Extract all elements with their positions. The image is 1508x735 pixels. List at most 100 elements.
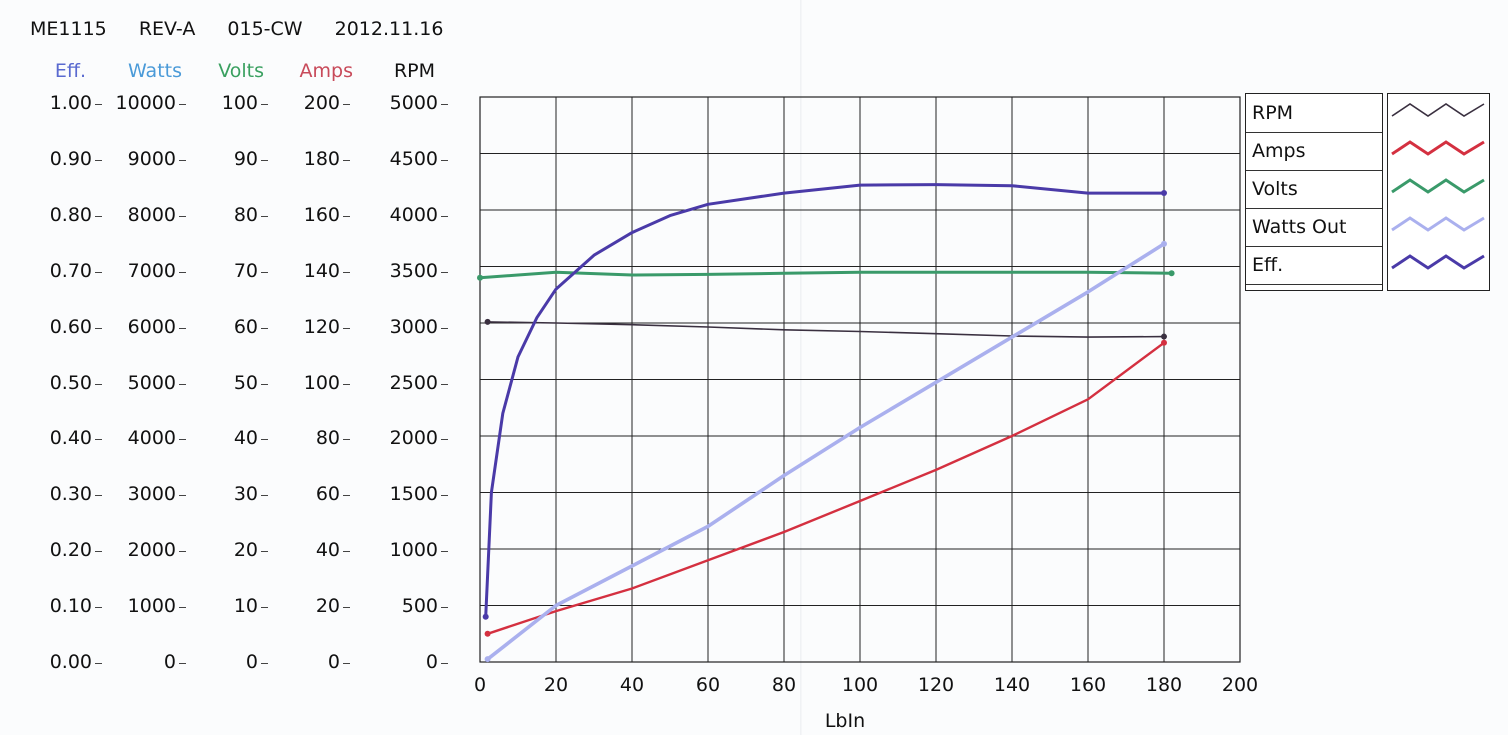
x-axis-label: LbIn [825, 710, 865, 732]
legend-swatch-line [1391, 178, 1485, 194]
y-tick-amps: 80 [315, 427, 340, 450]
series-point-rpm [1161, 333, 1167, 340]
y-tick-rpm: 4000 [389, 203, 438, 226]
legend-label: RPM [1252, 102, 1294, 124]
x-tick-label: 120 [918, 674, 954, 696]
x-tick-label: 40 [620, 674, 644, 696]
y-tick-watts: 10000 [115, 92, 176, 114]
y-tick-volts: 50 [233, 371, 258, 394]
y-tick-mark [441, 663, 448, 664]
y-tick-mark [343, 607, 350, 609]
y-tick-mark [441, 607, 448, 609]
y-tick-rpm: 0 [425, 651, 438, 673]
y-tick-rpm: 1000 [389, 539, 438, 562]
y-tick-mark [441, 327, 448, 329]
y-tick-mark [343, 104, 350, 105]
legend-swatch-line [1391, 103, 1485, 117]
series-point-amps [1161, 339, 1167, 346]
y-tick-volts: 70 [233, 259, 258, 282]
x-tick-label: 140 [994, 674, 1030, 696]
y-tick-rpm: 3500 [389, 259, 438, 282]
y-tick-amps: 180 [303, 147, 340, 170]
y-tick-mark [95, 215, 102, 217]
y-tick-watts: 6000 [127, 315, 176, 338]
legend-swatch-line [1391, 216, 1485, 232]
y-tick-mark [95, 327, 102, 329]
axis-title-rpm: RPM [393, 60, 435, 82]
series-point-amps [484, 630, 491, 637]
y-tick-mark [95, 439, 102, 441]
y-tick-eff: 0.50 [49, 371, 92, 394]
y-tick-mark [179, 327, 186, 329]
y-tick-mark [179, 383, 186, 385]
y-tick-mark [95, 607, 102, 609]
y-tick-watts: 1000 [127, 595, 176, 618]
paper-fold [800, 0, 802, 735]
x-tick-label: 100 [842, 674, 878, 696]
y-tick-mark [343, 663, 350, 664]
header-code: 015-CW [227, 18, 303, 40]
header-model: ME1115 [30, 18, 107, 40]
legend-swatches [1387, 93, 1490, 291]
y-tick-mark [261, 104, 268, 105]
y-tick-watts: 7000 [127, 259, 176, 282]
y-tick-rpm: 2000 [389, 427, 438, 450]
y-tick-rpm: 500 [401, 595, 438, 618]
y-tick-mark [441, 104, 448, 105]
y-tick-mark [179, 104, 186, 105]
y-tick-mark [95, 104, 102, 105]
legend-item: Amps [1246, 132, 1382, 171]
y-tick-mark [261, 607, 268, 609]
y-tick-mark [179, 495, 186, 497]
series-line-rpm [486, 321, 1165, 338]
y-tick-eff: 0.10 [49, 595, 92, 618]
y-tick-mark [261, 551, 268, 553]
y-tick-mark [441, 439, 448, 441]
series-line-volts [478, 270, 1174, 280]
y-tick-volts: 60 [233, 315, 258, 338]
y-tick-mark [441, 495, 448, 497]
y-tick-mark [441, 271, 448, 273]
x-tick-label: 20 [544, 674, 568, 696]
axis-title-watts: Watts [127, 60, 182, 82]
y-tick-rpm: 2500 [389, 371, 438, 394]
y-tick-mark [261, 215, 268, 217]
y-tick-mark [179, 215, 186, 217]
series-point-eff [482, 613, 489, 620]
y-tick-volts: 90 [233, 147, 258, 170]
y-tick-volts: 20 [233, 539, 258, 562]
y-tick-watts: 0 [163, 651, 176, 673]
y-tick-watts: 9000 [127, 147, 176, 170]
y-tick-eff: 0.40 [49, 427, 92, 450]
legend-item: Watts Out [1246, 208, 1382, 247]
y-tick-watts: 2000 [127, 539, 176, 562]
y-tick-volts: 40 [233, 427, 258, 450]
header-rev: REV-A [138, 18, 196, 40]
legend-item: Volts [1246, 170, 1382, 209]
y-tick-mark [343, 439, 350, 441]
x-tick-label: 180 [1146, 674, 1182, 696]
legend-label: Watts Out [1252, 216, 1347, 238]
y-tick-mark [179, 551, 186, 553]
legend-swatch-line [1391, 140, 1485, 156]
legend-swatch-line [1391, 254, 1485, 270]
x-tick-label: 80 [772, 674, 796, 696]
axis-title-volts: Volts [218, 60, 264, 82]
y-tick-rpm: 4500 [389, 147, 438, 170]
y-tick-mark [261, 327, 268, 329]
y-tick-mark [343, 159, 350, 161]
y-tick-watts: 5000 [127, 371, 176, 394]
y-tick-volts: 30 [233, 483, 258, 506]
series-point-eff [1161, 190, 1167, 197]
series-point-volts [477, 274, 483, 281]
y-tick-mark [179, 159, 186, 161]
y-tick-mark [95, 495, 102, 497]
y-tick-mark [261, 383, 268, 385]
y-tick-volts: 100 [221, 92, 258, 114]
legend-label: Volts [1252, 178, 1298, 200]
y-tick-mark [95, 551, 102, 553]
y-tick-mark [179, 663, 186, 664]
y-tick-amps: 200 [303, 92, 340, 114]
legend: RPM Amps Volts Watts Out Eff. [1245, 93, 1383, 291]
